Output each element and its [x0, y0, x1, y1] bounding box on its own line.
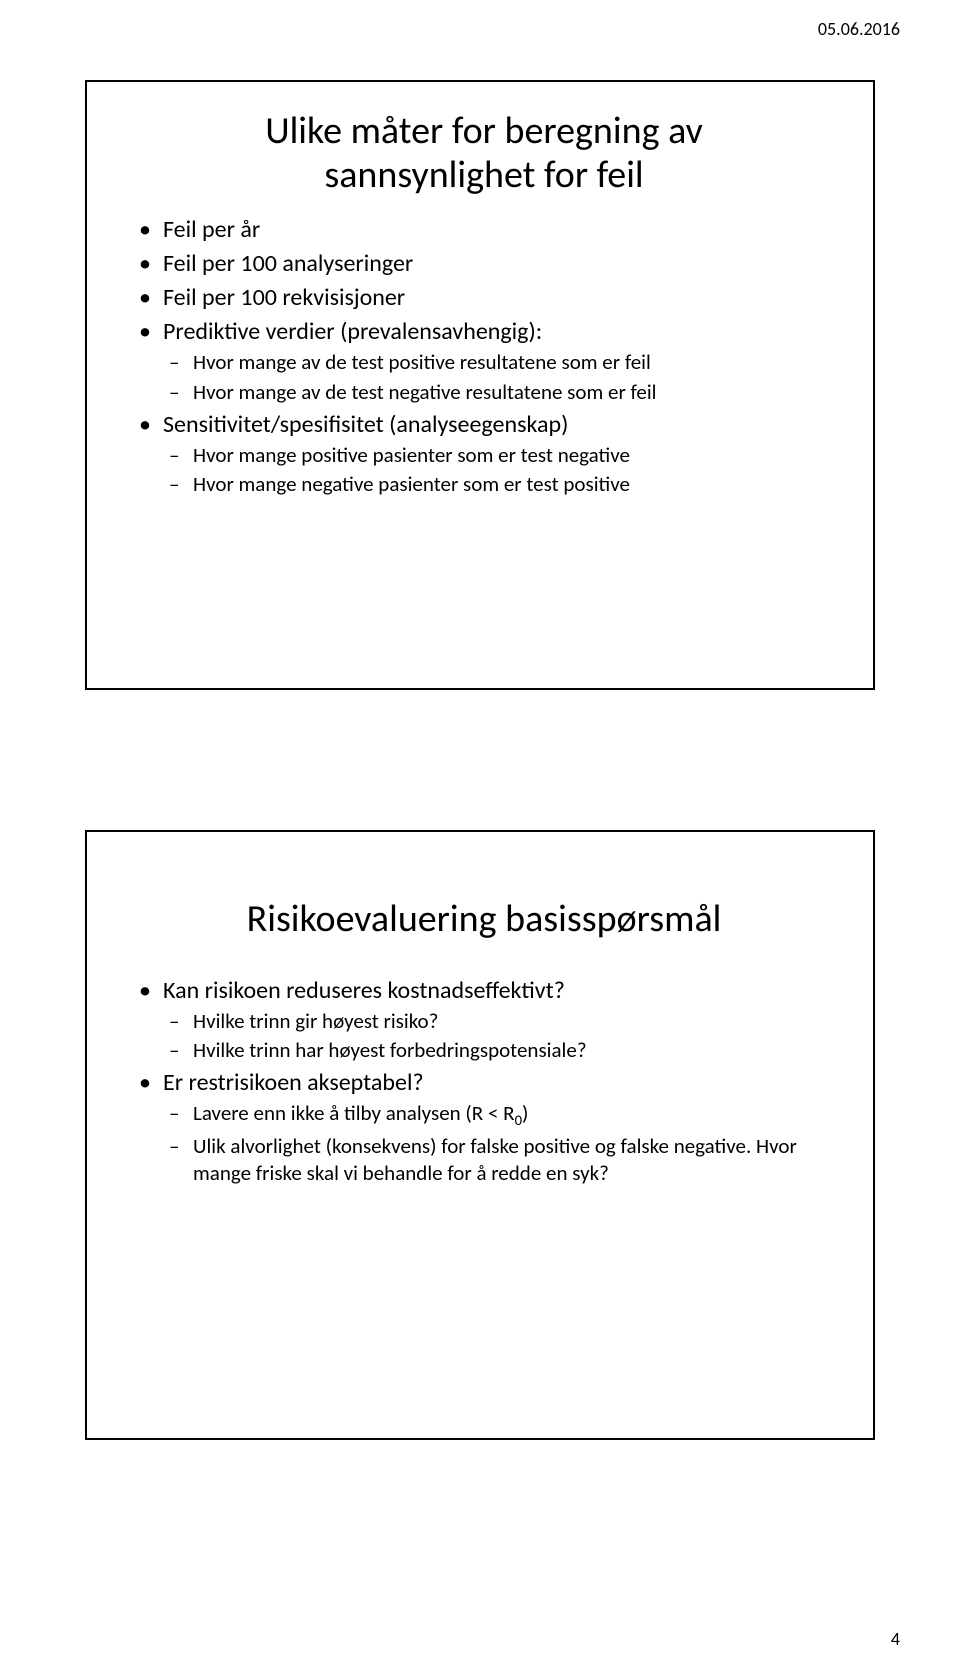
slide-1-title: Ulike måter for beregning av sannsynligh… [135, 110, 833, 197]
sub-list: Hvilke trinn gir høyest risiko? Hvilke t… [163, 1008, 833, 1065]
date-header: 05.06.2016 [818, 18, 900, 40]
page-number: 4 [891, 1628, 900, 1650]
list-item: Prediktive verdier (prevalensavhengig): … [135, 317, 833, 406]
list-item: Feil per år [135, 215, 833, 245]
sub-list: Lavere enn ikke å tilby analysen (R < R0… [163, 1100, 833, 1187]
list-item: Sensitivitet/spesifisitet (analyseegensk… [135, 410, 833, 499]
subscript: 0 [515, 1111, 522, 1129]
sub-text-post: ) [522, 1100, 528, 1126]
sub-list-item: Hvor mange negative pasienter som er tes… [163, 471, 833, 498]
list-item: Kan risikoen reduseres kostnadseffektivt… [135, 976, 833, 1065]
list-item: Feil per 100 analyseringer [135, 249, 833, 279]
sub-text-pre: Lavere enn ikke å tilby analysen (R < R [193, 1100, 515, 1126]
slide-1: Ulike måter for beregning av sannsynligh… [85, 80, 875, 690]
list-item-text: Sensitivitet/spesifisitet (analyseegensk… [163, 410, 568, 439]
list-item-text: Er restrisikoen akseptabel? [163, 1068, 424, 1097]
sub-list-item: Hvor mange av de test negative resultate… [163, 379, 833, 406]
title-line-1: Ulike måter for beregning av [265, 108, 703, 154]
list-item-text: Kan risikoen reduseres kostnadseffektivt… [163, 976, 565, 1005]
slide-2-title: Risikoevaluering basisspørsmål [135, 898, 833, 942]
slide-1-list: Feil per år Feil per 100 analyseringer F… [135, 215, 833, 498]
list-item: Er restrisikoen akseptabel? Lavere enn i… [135, 1068, 833, 1187]
list-item: Feil per 100 rekvisisjoner [135, 283, 833, 313]
sub-list: Hvor mange av de test positive resultate… [163, 349, 833, 406]
sub-list-item: Ulik alvorlighet (konsekvens) for falske… [163, 1133, 833, 1188]
sub-list-item: Hvilke trinn gir høyest risiko? [163, 1008, 833, 1035]
sub-list-item: Hvor mange av de test positive resultate… [163, 349, 833, 376]
title-line-2: sannsynlighet for feil [324, 152, 643, 198]
sub-list-item: Hvilke trinn har høyest forbedringspoten… [163, 1037, 833, 1064]
sub-list-item: Hvor mange positive pasienter som er tes… [163, 442, 833, 469]
slide-2: Risikoevaluering basisspørsmål Kan risik… [85, 830, 875, 1440]
slide-2-list: Kan risikoen reduseres kostnadseffektivt… [135, 976, 833, 1187]
list-item-text: Prediktive verdier (prevalensavhengig): [163, 317, 542, 346]
sub-list: Hvor mange positive pasienter som er tes… [163, 442, 833, 499]
sub-list-item: Lavere enn ikke å tilby analysen (R < R0… [163, 1100, 833, 1130]
